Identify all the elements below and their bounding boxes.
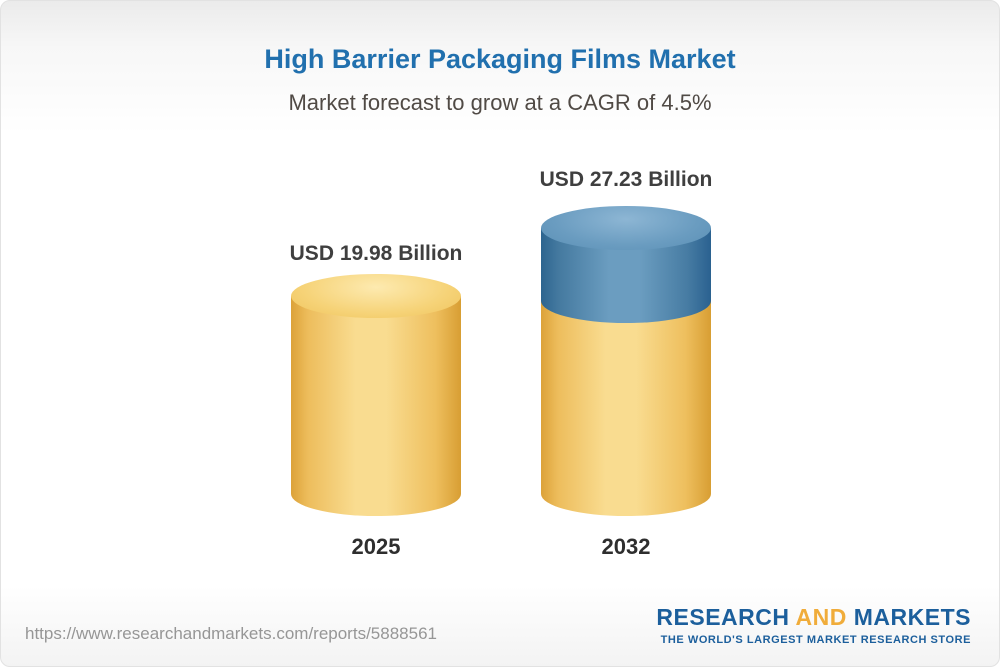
bar-2025-value-label: USD 19.98 Billion bbox=[289, 242, 463, 265]
bar-2032-base-segment bbox=[541, 301, 711, 516]
bar-2032-cylinder-top bbox=[541, 206, 711, 250]
bar-2025-cylinder-body bbox=[291, 296, 461, 516]
logo-word-and: AND bbox=[795, 604, 847, 630]
chart-title: High Barrier Packaging Films Market bbox=[264, 44, 736, 74]
year-label-2032: 2032 bbox=[601, 534, 651, 559]
chart-subtitle: Market forecast to grow at a CAGR of 4.5… bbox=[288, 90, 712, 115]
logo-wordmark: RESEARCH AND MARKETS bbox=[656, 604, 971, 631]
bar-2032-value-label: USD 27.23 Billion bbox=[539, 168, 713, 191]
logo-research-and-markets: RESEARCH AND MARKETS THE WORLD'S LARGEST… bbox=[656, 604, 971, 646]
year-label-2025: 2025 bbox=[351, 534, 401, 559]
report-url: https://www.researchandmarkets.com/repor… bbox=[25, 624, 437, 643]
bar-2025-cylinder-top bbox=[291, 274, 461, 318]
logo-word-research: RESEARCH bbox=[656, 604, 790, 630]
logo-word-markets: MARKETS bbox=[853, 604, 971, 630]
logo-tagline: THE WORLD'S LARGEST MARKET RESEARCH STOR… bbox=[660, 634, 971, 646]
